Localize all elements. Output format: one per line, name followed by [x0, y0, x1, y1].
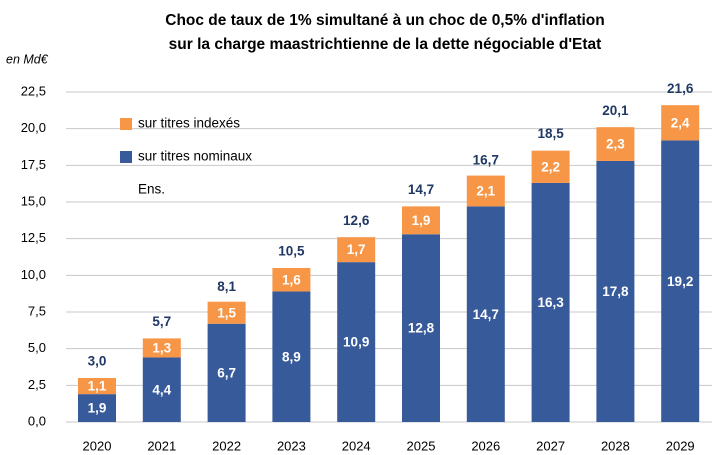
bar-segment: [402, 234, 440, 422]
bar-label: 1,9: [412, 213, 431, 228]
y-tick-label: 22,5: [21, 83, 46, 98]
bar-segment: [661, 140, 700, 422]
bar-segment: [207, 323, 246, 422]
bar-segment: [466, 175, 505, 207]
bar-label: 1,5: [217, 305, 236, 320]
bar-segment: [207, 301, 246, 324]
bar-label: 1,1: [88, 379, 107, 394]
total-label: 18,5: [537, 126, 564, 141]
bar-segment: [402, 206, 440, 235]
legend-swatch: [120, 118, 132, 130]
bar-segment: [272, 291, 311, 422]
bar-segment: [661, 105, 700, 141]
bar-label: 8,9: [282, 349, 301, 364]
legend-label: sur titres indexés: [138, 116, 240, 131]
bar-label: 1,6: [282, 272, 301, 287]
chart-title-line: sur la charge maastrichtienne de la dett…: [169, 36, 602, 53]
y-tick-label: 20,0: [21, 120, 46, 135]
bar-segment: [531, 150, 570, 183]
bar-label: 1,7: [347, 242, 366, 257]
total-label: 3,0: [88, 354, 107, 369]
y-tick-label: 12,5: [21, 230, 46, 245]
bar-label: 4,4: [152, 382, 171, 397]
bar-segment: [142, 357, 181, 422]
bar-label: 1,9: [88, 401, 107, 416]
bar-label: 2,4: [671, 115, 690, 130]
y-tick-label: 10,0: [21, 267, 46, 282]
y-tick-label: 7,5: [28, 303, 46, 318]
legend-swatch: [120, 151, 132, 163]
bar-segment: [272, 268, 311, 292]
bar-label: 12,8: [408, 321, 435, 336]
bar-label: 19,2: [667, 274, 693, 289]
x-tick-label: 2022: [212, 438, 241, 453]
legend-label: sur titres nominaux: [138, 149, 252, 164]
x-tick-label: 2023: [277, 438, 306, 453]
y-tick-label: 17,5: [21, 157, 46, 172]
y-unit: en Md€: [6, 52, 49, 66]
bar-segment: [531, 182, 570, 422]
total-label: 14,7: [408, 182, 434, 197]
bar-segment: [78, 378, 116, 395]
bar-label: 14,7: [473, 307, 499, 322]
bar-label: 2,3: [606, 137, 625, 152]
y-tick-label: 0,0: [28, 413, 46, 428]
x-tick-label: 2029: [666, 438, 695, 453]
bar-label: 2,1: [476, 184, 495, 199]
x-tick-label: 2027: [536, 438, 565, 453]
bar-label: 6,7: [217, 365, 236, 380]
total-label: 8,1: [217, 279, 236, 294]
y-tick-label: 5,0: [28, 340, 46, 355]
bar-segment: [337, 262, 376, 422]
bar-label: 17,8: [602, 284, 629, 299]
x-tick-label: 2021: [147, 438, 176, 453]
x-tick-label: 2020: [83, 438, 112, 453]
bar-segment: [596, 160, 635, 422]
total-label: 16,7: [473, 153, 499, 168]
total-label: 5,7: [152, 314, 171, 329]
bar-label: 2,2: [541, 159, 560, 174]
bar-segment: [466, 206, 505, 422]
x-tick-label: 2025: [407, 438, 436, 453]
bar-segment: [596, 127, 635, 161]
total-label: 21,6: [667, 81, 694, 96]
y-tick-label: 15,0: [21, 193, 46, 208]
bar-label: 1,3: [152, 340, 171, 355]
legend-label: Ens.: [138, 182, 165, 197]
bar-segment: [78, 394, 116, 422]
y-tick-label: 2,5: [28, 377, 46, 392]
chart-title-line: Choc de taux de 1% simultané à un choc d…: [165, 12, 605, 29]
x-tick-label: 2024: [342, 438, 371, 453]
bar-label: 10,9: [343, 335, 369, 350]
x-tick-label: 2026: [471, 438, 500, 453]
bar-segment: [142, 338, 181, 358]
total-label: 12,6: [343, 213, 370, 228]
bar-label: 16,3: [537, 295, 564, 310]
total-label: 10,5: [278, 244, 305, 259]
x-tick-label: 2028: [601, 438, 630, 453]
bar-segment: [337, 237, 376, 263]
total-label: 20,1: [602, 103, 629, 118]
